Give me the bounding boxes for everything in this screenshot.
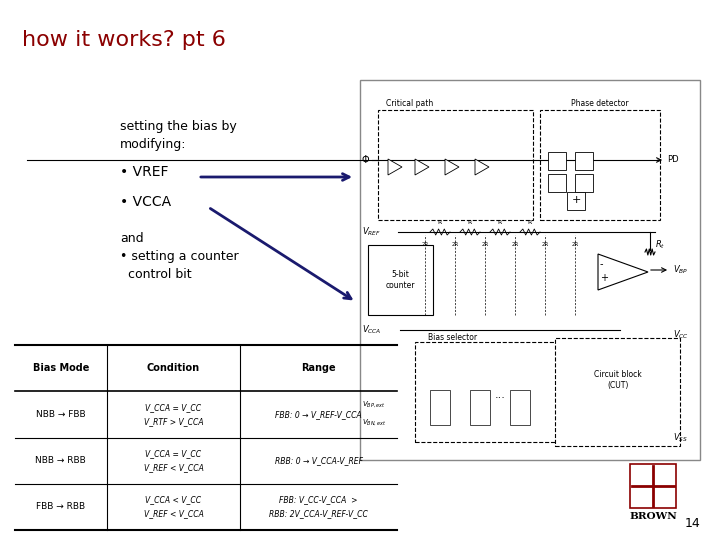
Polygon shape [598, 254, 648, 290]
Text: $V_{REF}$: $V_{REF}$ [362, 226, 381, 238]
Text: NBB → FBB: NBB → FBB [36, 410, 86, 419]
FancyBboxPatch shape [378, 110, 533, 220]
Text: 2R: 2R [541, 242, 549, 247]
Text: • setting a counter
  control bit: • setting a counter control bit [120, 250, 238, 281]
Text: R: R [528, 220, 532, 225]
Text: setting the bias by
modifying:: setting the bias by modifying: [120, 120, 237, 151]
Text: 2R: 2R [572, 242, 579, 247]
Text: how it works? pt 6: how it works? pt 6 [22, 30, 226, 50]
Text: ...: ... [495, 390, 505, 400]
Text: V_CCA < V_CC: V_CCA < V_CC [145, 495, 202, 504]
Text: $V_{CCA}$: $V_{CCA}$ [362, 324, 382, 336]
Bar [567, 192, 585, 210]
Text: +: + [600, 273, 608, 283]
Polygon shape [415, 159, 429, 175]
Text: Critical path: Critical path [387, 99, 433, 108]
Text: +: + [571, 195, 581, 205]
Text: and: and [120, 232, 143, 245]
Text: Range: Range [302, 363, 336, 373]
Text: Bias selector: Bias selector [428, 333, 477, 342]
Text: V_CCA = V_CC: V_CCA = V_CC [145, 449, 202, 458]
Text: $V_{CC}$: $V_{CC}$ [673, 329, 689, 341]
FancyBboxPatch shape [555, 338, 680, 446]
Text: $V_{BP}$: $V_{BP}$ [673, 264, 688, 276]
Bar [548, 174, 566, 192]
FancyBboxPatch shape [540, 110, 660, 220]
Text: V_RTF > V_CCA: V_RTF > V_CCA [144, 417, 203, 426]
Text: RBB: 0 → V_CCA-V_REF: RBB: 0 → V_CCA-V_REF [275, 456, 363, 465]
Text: BROWN: BROWN [629, 512, 677, 521]
Text: $R_t$: $R_t$ [655, 239, 665, 251]
Text: Phase detector: Phase detector [571, 99, 629, 108]
Text: Φ: Φ [362, 155, 369, 165]
FancyBboxPatch shape [415, 342, 605, 442]
Text: V_CCA = V_CC: V_CCA = V_CC [145, 403, 202, 412]
Bar [575, 152, 593, 170]
Text: FBB → RBB: FBB → RBB [36, 502, 86, 511]
Text: 2R: 2R [451, 242, 459, 247]
Text: R: R [468, 220, 472, 225]
Text: R: R [498, 220, 502, 225]
Text: 2R: 2R [482, 242, 489, 247]
Text: Circuit block
(CUT): Circuit block (CUT) [594, 370, 642, 390]
Text: NBB → RBB: NBB → RBB [35, 456, 86, 465]
Polygon shape [445, 159, 459, 175]
Text: 5-bit
counter: 5-bit counter [385, 270, 415, 290]
Bar [470, 390, 490, 425]
Text: FBB: 0 → V_REF-V_CCA: FBB: 0 → V_REF-V_CCA [275, 410, 362, 419]
Text: • VREF: • VREF [120, 165, 168, 179]
Bar [630, 464, 676, 508]
Bar [368, 245, 433, 315]
Bar [510, 390, 530, 425]
Text: -: - [600, 259, 603, 269]
Text: Condition: Condition [147, 363, 200, 373]
Text: RBB: 2V_CCA-V_REF-V_CC: RBB: 2V_CCA-V_REF-V_CC [269, 509, 368, 518]
Text: FBB: V_CC-V_CCA  >: FBB: V_CC-V_CCA > [279, 495, 358, 504]
Text: 2R: 2R [421, 242, 428, 247]
Text: $V_{SS}$: $V_{SS}$ [673, 432, 688, 444]
Bar [430, 390, 450, 425]
Text: $V_{BP,ext}$: $V_{BP,ext}$ [362, 399, 386, 409]
Text: $V_{BN,ext}$: $V_{BN,ext}$ [362, 417, 387, 427]
Text: Bias Mode: Bias Mode [32, 363, 89, 373]
Polygon shape [475, 159, 489, 175]
Text: V_REF < V_CCA: V_REF < V_CCA [143, 509, 204, 518]
Text: 2R: 2R [511, 242, 518, 247]
Bar [548, 152, 566, 170]
Text: PD: PD [667, 156, 679, 165]
Text: R: R [438, 220, 442, 225]
Bar [575, 174, 593, 192]
Text: 14: 14 [684, 517, 700, 530]
Text: • VCCA: • VCCA [120, 195, 171, 209]
Text: V_REF < V_CCA: V_REF < V_CCA [143, 463, 204, 472]
Bar [360, 80, 700, 460]
Polygon shape [388, 159, 402, 175]
